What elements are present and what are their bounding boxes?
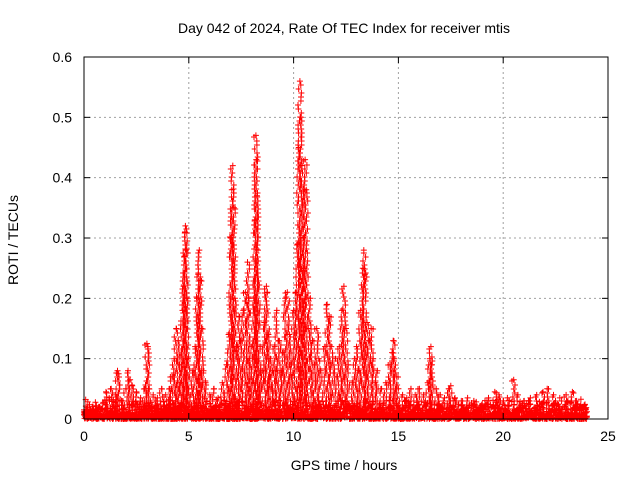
- y-tick-label: 0.1: [53, 351, 73, 367]
- plus-marker: [555, 394, 565, 416]
- tick-labels: 0 5 10 15 20 25 0 0.1 0.2 0.3 0.4 0.5 0.6: [53, 49, 616, 444]
- plus-marker: [484, 394, 493, 416]
- data-point: [452, 394, 460, 416]
- y-tick-label: 0.3: [53, 230, 73, 246]
- chart-title: Day 042 of 2024, Rate Of TEC Index for r…: [178, 20, 510, 36]
- plus-marker: [543, 385, 552, 416]
- data-point: [548, 391, 559, 416]
- data-point: [543, 385, 552, 416]
- data-point: [439, 394, 448, 416]
- data-point: [446, 382, 456, 416]
- data-point: [484, 394, 493, 416]
- plus-marker: [548, 391, 559, 416]
- data-point: [458, 397, 466, 416]
- y-tick-label: 0.6: [53, 49, 73, 65]
- plus-marker: [477, 400, 486, 416]
- plus-marker: [97, 405, 105, 416]
- x-axis-label: GPS time / hours: [291, 457, 398, 473]
- plus-marker: [452, 394, 460, 416]
- data-point: [393, 385, 403, 416]
- data-point: [97, 405, 105, 416]
- plus-marker: [469, 397, 477, 416]
- plus-marker: [525, 394, 534, 416]
- data-point: [582, 408, 590, 416]
- x-tick-label: 0: [80, 428, 88, 444]
- plus-marker: [572, 397, 580, 416]
- data-point: [87, 411, 94, 418]
- y-axis-label: ROTI / TECUs: [5, 195, 21, 285]
- y-tick-label: 0: [64, 411, 72, 427]
- plus-marker: [152, 394, 161, 416]
- data-series-roti: [81, 78, 590, 418]
- plus-marker: [87, 411, 94, 418]
- data-point: [462, 394, 471, 416]
- data-point: [152, 394, 161, 416]
- grid: [84, 57, 608, 419]
- axis-ticks: [83, 56, 609, 420]
- plus-marker: [504, 394, 513, 416]
- y-tick-label: 0.4: [53, 170, 73, 186]
- data-point: [519, 397, 528, 416]
- data-point: [525, 394, 534, 416]
- data-point: [107, 385, 116, 416]
- plus-marker: [458, 397, 466, 416]
- plus-marker: [582, 408, 590, 416]
- plus-marker: [91, 408, 98, 416]
- data-point: [572, 397, 580, 416]
- data-point: [477, 400, 486, 416]
- plus-marker: [107, 385, 116, 416]
- y-tick-label: 0.5: [53, 109, 73, 125]
- x-tick-label: 10: [286, 428, 302, 444]
- data-point: [504, 394, 513, 416]
- x-tick-label: 15: [391, 428, 407, 444]
- data-point: [91, 408, 98, 416]
- x-tick-label: 5: [185, 428, 193, 444]
- x-tick-label: 20: [495, 428, 511, 444]
- data-point: [513, 391, 523, 416]
- data-point: [83, 410, 90, 416]
- plus-marker: [446, 382, 456, 416]
- data-point: [469, 397, 477, 416]
- plus-marker: [513, 391, 523, 416]
- plus-marker: [462, 394, 471, 416]
- data-point: [555, 394, 565, 416]
- plus-marker: [393, 385, 403, 416]
- data-point: [532, 391, 542, 416]
- y-tick-label: 0.2: [53, 290, 73, 306]
- plus-marker: [578, 403, 587, 416]
- plus-marker: [439, 394, 448, 416]
- x-tick-label: 25: [600, 428, 616, 444]
- plus-marker: [83, 410, 90, 416]
- data-point: [578, 403, 587, 416]
- plus-marker: [519, 397, 528, 416]
- plus-marker: [532, 391, 542, 416]
